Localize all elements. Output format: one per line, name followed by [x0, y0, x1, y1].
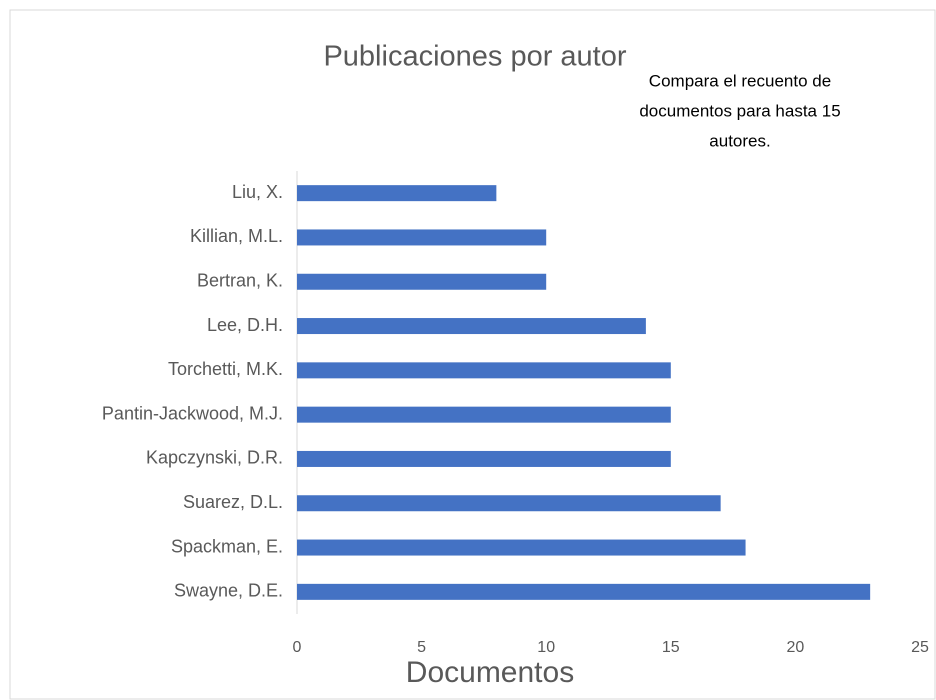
x-tick-label: 15 — [662, 639, 680, 656]
y-tick-label: Pantin-Jackwood, M.J. — [102, 403, 283, 423]
bar — [297, 583, 871, 600]
x-tick-label: 5 — [417, 639, 426, 656]
bar — [297, 362, 671, 379]
bar — [297, 495, 721, 512]
bar — [297, 273, 547, 290]
y-tick-label: Spackman, E. — [171, 536, 283, 556]
bar — [297, 450, 671, 467]
x-tick-label: 0 — [293, 639, 302, 656]
y-tick-label: Killian, M.L. — [190, 226, 283, 246]
y-tick-label: Bertran, K. — [197, 271, 283, 291]
bar — [297, 229, 547, 246]
y-tick-label: Kapczynski, D.R. — [146, 448, 283, 468]
y-tick-label: Suarez, D.L. — [183, 492, 283, 512]
y-tick-label: Lee, D.H. — [207, 315, 283, 335]
annotation: documentos para hasta 15 — [639, 101, 840, 120]
x-tick-label: 10 — [537, 639, 555, 656]
y-tick-label: Liu, X. — [232, 182, 283, 202]
chart-title: Publicaciones por autor — [323, 41, 626, 73]
y-tick-label: Swayne, D.E. — [174, 581, 283, 601]
annotation: autores. — [709, 131, 770, 150]
x-axis-label: Documentos — [406, 656, 574, 689]
bar — [297, 539, 746, 556]
y-tick-label: Torchetti, M.K. — [168, 359, 283, 379]
bar — [297, 318, 646, 335]
bar — [297, 406, 671, 423]
x-tick-label: 25 — [911, 639, 929, 656]
bar — [297, 185, 497, 202]
annotation: Compara el recuento de — [649, 71, 831, 90]
x-tick-label: 20 — [787, 639, 805, 656]
